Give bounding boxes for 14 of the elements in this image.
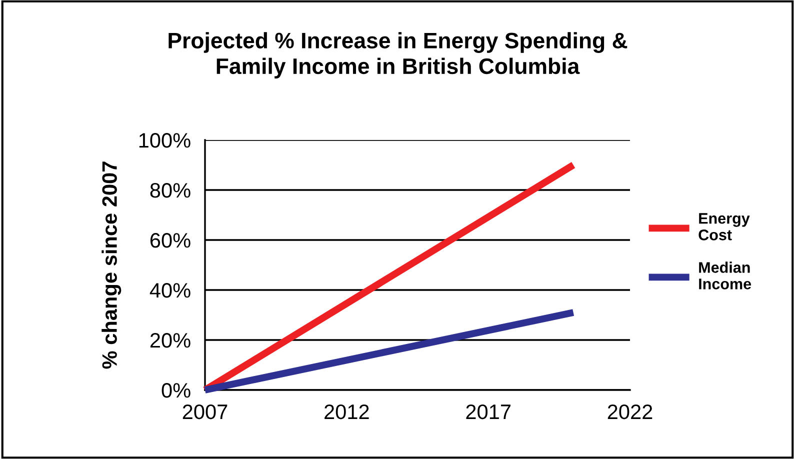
legend-label: Energy Cost [698,213,750,240]
y-tick-label: 60% [150,233,190,248]
chart-title: Projected % Increase in Energy Spending & Family Income in British Columbia [168,32,628,78]
y-tick-label: 80% [150,183,190,198]
x-tick-label: 2022 [608,404,652,420]
x-tick-label: 2007 [182,404,228,420]
y-axis-title: % change since 2007 [102,162,122,369]
x-tick-label: 2017 [466,404,510,420]
y-tick-label: 20% [150,333,190,348]
x-tick-label: 2012 [324,404,369,420]
y-tick-label: 40% [150,283,190,298]
y-tick-label: 100% [139,133,190,148]
legend-label: Median Income [699,262,752,290]
y-tick-label: 0% [162,383,190,398]
